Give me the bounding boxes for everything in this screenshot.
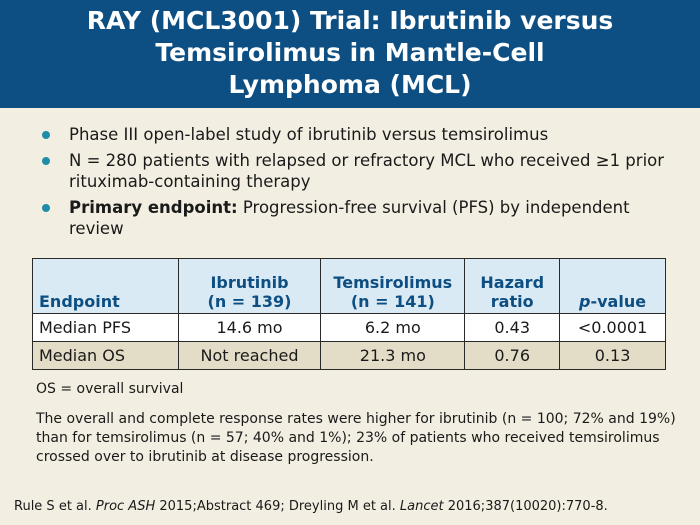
cell-temsirolimus: 6.2 mo (320, 313, 466, 342)
results-table: Endpoint Ibrutinib (n = 139) Temsirolimu… (32, 258, 666, 370)
header-hazard-ratio: Hazard ratio (464, 258, 561, 314)
citation: Rule S et al. Proc ASH 2015;Abstract 469… (14, 499, 608, 514)
header-ibrutinib: Ibrutinib (n = 139) (177, 258, 322, 314)
bullet-item: Primary endpoint: Progression-free survi… (42, 197, 682, 239)
cell-ibrutinib: Not reached (177, 341, 322, 370)
bullet-dot-icon (42, 204, 50, 212)
bullet-dot-icon (42, 157, 50, 165)
cell-p-value: 0.13 (559, 341, 666, 370)
title-line-1: RAY (MCL3001) Trial: Ibrutinib versus (86, 6, 614, 35)
cell-endpoint: Median OS (32, 341, 179, 370)
bullet-bold-label: Primary endpoint: (69, 198, 238, 217)
cell-temsirolimus: 21.3 mo (320, 341, 466, 370)
header-endpoint: Endpoint (32, 258, 179, 314)
cell-endpoint: Median PFS (32, 313, 179, 342)
table-header-row: Endpoint Ibrutinib (n = 139) Temsirolimu… (32, 258, 666, 314)
table-row: Median PFS 14.6 mo 6.2 mo 0.43 <0.0001 (32, 313, 666, 342)
cell-hazard-ratio: 0.43 (464, 313, 561, 342)
bullet-text: N = 280 patients with relapsed or refrac… (69, 151, 665, 191)
cell-hazard-ratio: 0.76 (464, 341, 561, 370)
abbreviation-footnote: OS = overall survival (36, 381, 184, 397)
response-summary: The overall and complete response rates … (36, 411, 676, 465)
bullet-list: Phase III open-label study of ibrutinib … (42, 124, 682, 244)
table-row: Median OS Not reached 21.3 mo 0.76 0.13 (32, 341, 666, 370)
bullet-text: Phase III open-label study of ibrutinib … (69, 125, 549, 144)
cell-p-value: <0.0001 (559, 313, 666, 342)
header-temsirolimus: Temsirolimus (n = 141) (320, 258, 466, 314)
bullet-item: N = 280 patients with relapsed or refrac… (42, 150, 682, 192)
cell-ibrutinib: 14.6 mo (177, 313, 322, 342)
title-line-2: Temsirolimus in Mantle-Cell (155, 38, 545, 67)
bullet-item: Phase III open-label study of ibrutinib … (42, 124, 682, 145)
slide-title: RAY (MCL3001) Trial: Ibrutinib versus Te… (0, 0, 700, 108)
header-p-value: p-value (559, 258, 666, 314)
bullet-dot-icon (42, 131, 50, 139)
title-line-3: Lymphoma (MCL) (228, 70, 472, 99)
bullet-text: Progression-free survival (PFS) by indep… (69, 198, 630, 238)
